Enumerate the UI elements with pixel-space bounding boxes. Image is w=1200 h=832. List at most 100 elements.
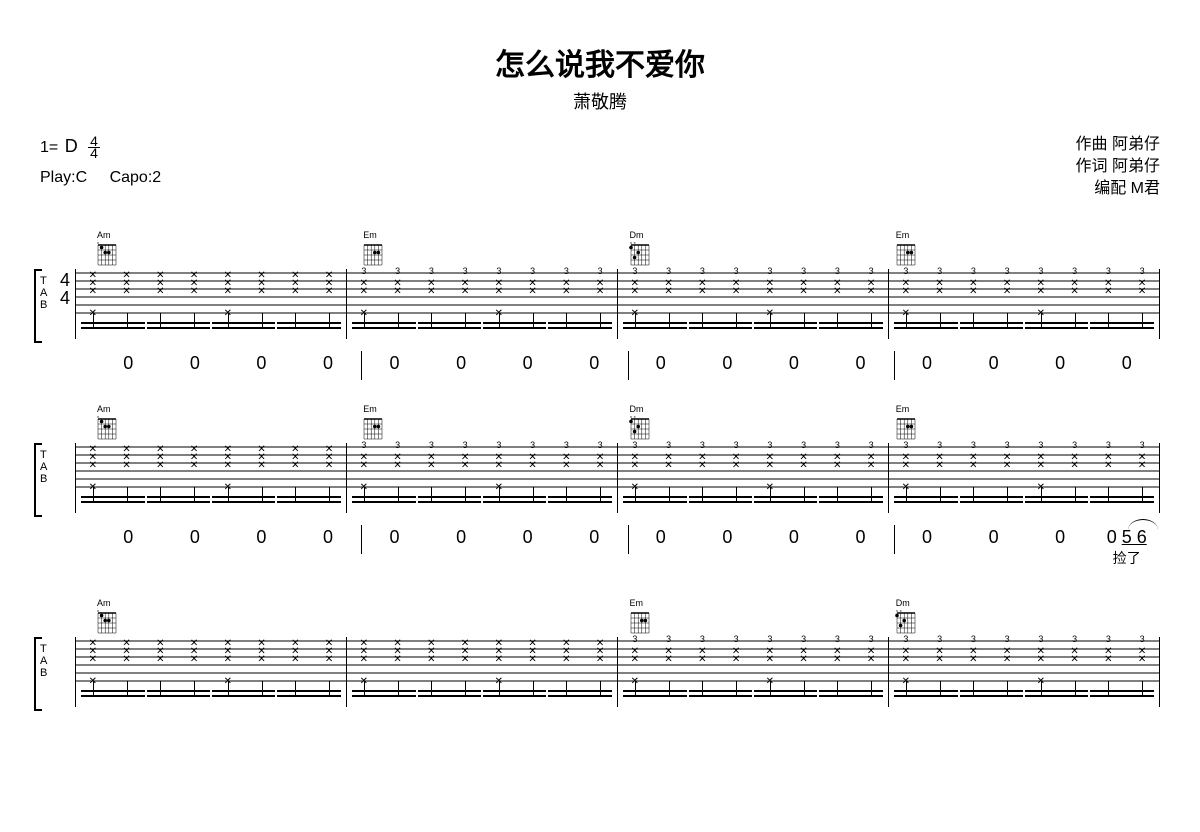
measure: ✕✕✕✕✕✕✕✕✕✕✕✕✕✕✕✕✕✕✕✕✕✕✕✕✕✕ [75, 269, 347, 339]
chord-diagram [628, 609, 652, 637]
notation-number: 0 [694, 527, 761, 548]
chord-diagram [894, 415, 918, 443]
key-value: D [65, 136, 78, 156]
measures: ✕✕✕✕✕✕✕✕✕✕✕✕✕✕✕✕✕✕✕✕✕✕✕✕✕✕✕✕✕✕✕✕✕✕✕✕✕✕✕✕… [75, 637, 1160, 707]
chord-block: Amx [95, 230, 361, 269]
number-measure: 0000 5 6 [894, 527, 1160, 548]
measure: 3✕✕✕3✕✕3✕✕3✕✕3✕✕✕3✕✕3✕✕3✕✕ [618, 443, 889, 513]
notation-number: 0 [561, 353, 628, 374]
chord-name: Am [97, 230, 111, 240]
chord-diagram [361, 415, 385, 443]
notation-number: 0 [827, 353, 894, 374]
notation-number: 0 [628, 527, 695, 548]
notation-number: 0 [228, 527, 295, 548]
lyric-syllable [761, 548, 828, 568]
chord-block: Dmxx [628, 404, 894, 443]
lyric-measure: 捡了 [894, 548, 1160, 568]
notation-number: 0 [95, 527, 162, 548]
time-signature: 4 4 [88, 136, 100, 159]
credits: 作曲 阿弟仔 作词 阿弟仔 编配 M君 [1076, 134, 1160, 200]
tie-icon [1128, 519, 1158, 530]
chord-row: AmxEmDmxxEm [95, 404, 1160, 443]
svg-text:x: x [630, 241, 632, 245]
number-measure: 0000 [95, 353, 361, 374]
header-info: 1= D 4 4 Play:C Capo:2 作曲 阿弟仔 作词 阿弟仔 编配 … [40, 134, 1160, 200]
lyric-measure [628, 548, 894, 568]
notation-number: 0 [428, 527, 495, 548]
notation-number: 0 [162, 353, 229, 374]
tab-label: TAB [40, 443, 75, 513]
lyric-syllable [162, 548, 229, 568]
tab-staff: TAB44✕✕✕✕✕✕✕✕✕✕✕✕✕✕✕✕✕✕✕✕✕✕✕✕✕✕ 3✕✕✕3✕✕3✕… [40, 269, 1160, 339]
system: AmxEmDmxxTAB✕✕✕✕✕✕✕✕✕✕✕✕✕✕✕✕✕✕✕✕✕✕✕✕✕✕✕✕… [40, 598, 1160, 707]
composer: 阿弟仔 [1112, 136, 1160, 153]
measure: 3✕✕✕3✕✕3✕✕3✕✕3✕✕✕3✕✕3✕✕3✕✕ [618, 637, 889, 707]
key-info: 1= D 4 4 Play:C Capo:2 [40, 134, 161, 200]
lyric-syllable [295, 548, 362, 568]
chord-name: Em [363, 230, 377, 240]
chord-block [361, 598, 627, 637]
notation-number: 0 [628, 353, 695, 374]
barline [361, 351, 362, 380]
chord-diagram: x [95, 415, 119, 443]
svg-text:x: x [633, 415, 635, 419]
measures: ✕✕✕✕✕✕✕✕✕✕✕✕✕✕✕✕✕✕✕✕✕✕✕✕✕✕ 3✕✕✕3✕✕3✕✕3✕✕3… [75, 269, 1160, 339]
chord-diagram: x [95, 609, 119, 637]
notation-number: 0 [561, 527, 628, 548]
chord-block: Dmxx [894, 598, 1160, 637]
chord-block: Em [361, 230, 627, 269]
measures: ✕✕✕✕✕✕✕✕✕✕✕✕✕✕✕✕✕✕✕✕✕✕✕✕✕✕3✕✕✕3✕✕3✕✕3✕✕3… [75, 443, 1160, 513]
svg-text:x: x [899, 609, 901, 613]
lyric-syllable [95, 548, 162, 568]
notation-number: 0 [894, 527, 961, 548]
tab-label: TAB44 [40, 269, 75, 339]
number-notation-row: 0000000000000000 5 6 [95, 527, 1160, 548]
notation-number: 0 [960, 353, 1027, 374]
arranger-label: 编配 [1094, 180, 1126, 197]
chord-name: Dm [630, 230, 644, 240]
lyric-syllable [827, 548, 894, 568]
lyric-syllable: 捡了 [1093, 548, 1160, 568]
barline [361, 525, 362, 554]
chord-block: Em [894, 404, 1160, 443]
number-measure: 0000 [361, 527, 627, 548]
tab-staff: TAB✕✕✕✕✕✕✕✕✕✕✕✕✕✕✕✕✕✕✕✕✕✕✕✕✕✕✕✕✕✕✕✕✕✕✕✕✕… [40, 637, 1160, 707]
lyricist: 阿弟仔 [1112, 158, 1160, 175]
notation-number: 0 [295, 527, 362, 548]
chord-name: Am [97, 598, 111, 608]
notation-number: 0 5 6 [1093, 527, 1160, 548]
system-bracket [34, 269, 42, 343]
svg-text:x: x [97, 609, 99, 613]
number-measure: 0000 [628, 353, 894, 374]
capo-info: Capo:2 [110, 169, 162, 186]
composer-label: 作曲 [1076, 136, 1108, 153]
system: AmxEmDmxxEmTAB✕✕✕✕✕✕✕✕✕✕✕✕✕✕✕✕✕✕✕✕✕✕✕✕✕✕… [40, 404, 1160, 568]
measure: 3✕✕✕3✕✕3✕✕3✕✕3✕✕✕3✕✕3✕✕3✕✕ [618, 269, 889, 339]
key-label: 1= [40, 139, 58, 156]
measure: 3✕✕✕3✕✕3✕✕3✕✕3✕✕✕3✕✕3✕✕3✕✕ [889, 443, 1160, 513]
sheet-music-page: 怎么说我不爱你 萧敬腾 1= D 4 4 Play:C Capo:2 作曲 阿弟… [40, 40, 1160, 707]
svg-text:x: x [97, 241, 99, 245]
number-measure: 0000 [628, 527, 894, 548]
notation-number: 0 [494, 527, 561, 548]
measure: ✕✕✕✕✕✕✕✕✕✕✕✕✕✕✕✕✕✕✕✕✕✕✕✕✕✕ [75, 637, 347, 707]
tab-staff: TAB✕✕✕✕✕✕✕✕✕✕✕✕✕✕✕✕✕✕✕✕✕✕✕✕✕✕3✕✕✕3✕✕3✕✕3… [40, 443, 1160, 513]
chord-diagram: x [95, 241, 119, 269]
lyric-measure [95, 548, 361, 568]
measure: 3✕✕✕3✕✕3✕✕3✕✕3✕✕✕3✕✕3✕✕3✕✕ [889, 637, 1160, 707]
chord-name: Em [363, 404, 377, 414]
measure: 3✕✕✕3✕✕3✕✕3✕✕3✕✕✕3✕✕3✕✕3✕✕ [347, 443, 618, 513]
play-key: Play:C [40, 169, 87, 186]
system: AmxEmDmxxEmTAB44✕✕✕✕✕✕✕✕✕✕✕✕✕✕✕✕✕✕✕✕✕✕✕✕… [40, 230, 1160, 374]
lyric-syllable [694, 548, 761, 568]
artist-name: 萧敬腾 [40, 88, 1160, 114]
chord-name: Dm [630, 404, 644, 414]
chord-diagram: xx [628, 241, 652, 269]
chord-row: AmxEmDmxx [95, 598, 1160, 637]
barline [628, 351, 629, 380]
system-bracket [34, 637, 42, 711]
svg-text:x: x [97, 415, 99, 419]
lyric-syllable [1027, 548, 1094, 568]
lyric-syllable [361, 548, 428, 568]
measure: ✕✕✕✕✕✕✕✕✕✕✕✕✕✕✕✕✕✕✕✕✕✕✕✕✕✕ [75, 443, 347, 513]
